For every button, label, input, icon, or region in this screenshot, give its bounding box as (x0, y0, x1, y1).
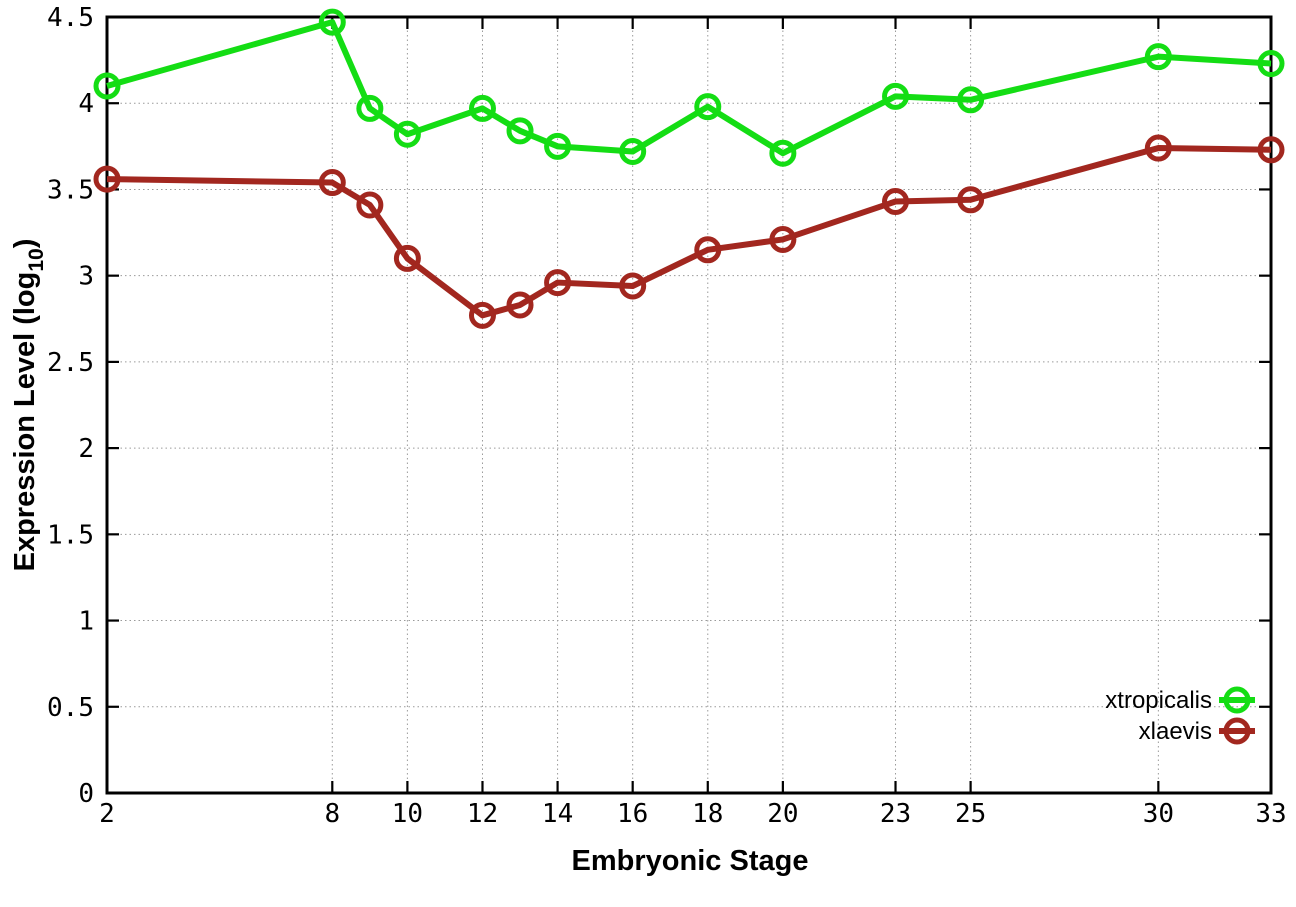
y-tick-label: 2.5 (47, 348, 94, 378)
x-tick-label: 2 (99, 799, 115, 829)
y-tick-label: 1.5 (47, 520, 94, 550)
y-tick-label: 3 (78, 262, 94, 292)
data-point-xlaevis (769, 225, 797, 253)
data-point-xlaevis (694, 236, 722, 264)
y-axis-label: Expression Level (log10) (9, 239, 48, 572)
data-point-xlaevis (882, 188, 910, 216)
y-tick-label: 4 (78, 89, 94, 119)
x-tick-label: 10 (392, 799, 423, 829)
x-tick-label: 16 (617, 799, 648, 829)
data-point-xlaevis (957, 186, 985, 214)
x-axis-label: Embryonic Stage (572, 845, 809, 877)
y-tick-label: 3.5 (47, 175, 94, 205)
data-point-xlaevis (93, 165, 121, 193)
x-tick-label: 23 (880, 799, 911, 829)
y-tick-label: 0 (78, 779, 94, 809)
data-point-xtropicalis (619, 138, 647, 166)
data-point-xlaevis (619, 272, 647, 300)
data-point-xlaevis (1144, 134, 1172, 162)
series-line-xlaevis (106, 145, 1272, 319)
y-tick-label: 1 (78, 607, 94, 637)
data-point-xtropicalis (882, 82, 910, 110)
data-point-xtropicalis (506, 117, 534, 145)
data-point-xlaevis (544, 269, 572, 297)
legend-marker-xtropicalis (1223, 686, 1251, 714)
legend-label-xlaevis: xlaevis (1139, 718, 1212, 745)
x-tick-label: 20 (767, 799, 798, 829)
x-tick-label: 25 (955, 799, 986, 829)
data-point-xtropicalis (468, 94, 496, 122)
y-tick-label: 4.5 (47, 3, 94, 33)
data-point-xlaevis (1257, 136, 1285, 164)
y-axis-label-main: Expression Level (log (9, 272, 41, 572)
data-point-xlaevis (468, 301, 496, 329)
data-point-xlaevis (506, 291, 534, 319)
series-line-xtropicalis (106, 19, 1272, 157)
data-point-xtropicalis (318, 8, 346, 36)
y-axis-label-close: ) (9, 239, 41, 249)
data-point-xlaevis (356, 191, 384, 219)
data-point-xtropicalis (356, 94, 384, 122)
x-tick-label: 30 (1143, 799, 1174, 829)
x-tick-label: 12 (467, 799, 498, 829)
data-point-xtropicalis (1257, 50, 1285, 78)
data-point-xtropicalis (769, 139, 797, 167)
data-point-xtropicalis (393, 120, 421, 148)
plot-border (105, 15, 1273, 795)
data-point-xtropicalis (957, 86, 985, 114)
x-tick-label: 14 (542, 799, 573, 829)
legend-label-xtropicalis: xtropicalis (1105, 687, 1212, 714)
data-point-xtropicalis (93, 72, 121, 100)
data-point-xlaevis (393, 244, 421, 272)
x-tick-label: 33 (1255, 799, 1286, 829)
x-tick-label: 18 (692, 799, 723, 829)
x-tick-label: 8 (324, 799, 340, 829)
data-point-xtropicalis (694, 93, 722, 121)
data-point-xtropicalis (1144, 43, 1172, 71)
data-point-xtropicalis (544, 132, 572, 160)
data-point-xlaevis (318, 169, 346, 197)
y-tick-label: 0.5 (47, 693, 94, 723)
plot-area: 2 8 10 12 14 16 18 20 23 25 30 33 0 0.5 1 1.5 2 2.5 3 3.5 4 4… (47, 3, 1287, 829)
y-tick-label: 2 (78, 434, 94, 464)
legend-marker-xlaevis (1223, 717, 1251, 745)
y-axis-label-subscript: 10 (25, 248, 48, 271)
legend: xtropicalis xlaevis (1105, 687, 1212, 745)
